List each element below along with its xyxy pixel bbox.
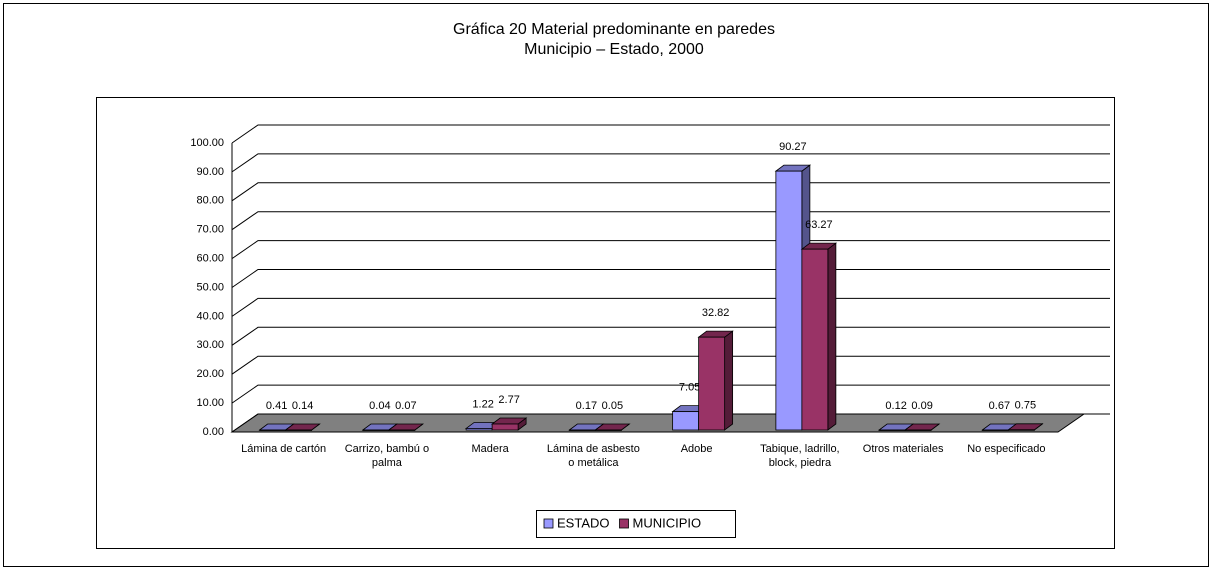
bar bbox=[388, 429, 416, 431]
grid-line bbox=[231, 211, 1110, 231]
bar bbox=[672, 411, 700, 431]
legend-label: ESTADO bbox=[557, 515, 610, 530]
value-label: 7.05 bbox=[679, 382, 700, 394]
x-tick-label: No especificado bbox=[967, 443, 1046, 455]
value-label: 63.27 bbox=[805, 219, 833, 231]
x-tick-label: Tabique, ladrillo, block, piedra bbox=[760, 443, 840, 469]
y-tick-label: 10.00 bbox=[196, 397, 224, 409]
bar bbox=[568, 429, 596, 431]
y-tick-label: 100.00 bbox=[190, 137, 224, 149]
chart-title: Gráfica 20 Material predominante en pare… bbox=[453, 21, 775, 38]
grid-line bbox=[231, 124, 1110, 144]
y-tick-label: 0.00 bbox=[203, 426, 224, 438]
bar-side bbox=[724, 330, 734, 431]
legend-swatch bbox=[543, 518, 554, 529]
value-label: 0.17 bbox=[576, 400, 597, 412]
value-label: 0.14 bbox=[292, 400, 313, 412]
chart-frame bbox=[96, 97, 1115, 549]
y-tick-label: 20.00 bbox=[196, 368, 224, 380]
value-label: 0.67 bbox=[989, 400, 1010, 412]
value-label: 32.82 bbox=[702, 307, 730, 319]
bar bbox=[981, 429, 1009, 431]
value-label: 0.07 bbox=[395, 400, 416, 412]
value-label: 0.04 bbox=[369, 400, 390, 412]
grid-line bbox=[231, 182, 1110, 202]
bar bbox=[698, 336, 726, 431]
value-label: 90.27 bbox=[779, 141, 807, 153]
value-label: 0.12 bbox=[885, 400, 906, 412]
grid-line bbox=[231, 240, 1110, 260]
value-label: 1.22 bbox=[472, 398, 493, 410]
bar bbox=[904, 429, 932, 431]
x-tick-label: Carrizo, bambú o palma bbox=[344, 443, 430, 469]
bar bbox=[594, 429, 622, 431]
bar bbox=[285, 429, 313, 431]
value-label: 0.41 bbox=[266, 400, 287, 412]
bar bbox=[465, 428, 493, 431]
x-tick-label: Lámina de asbesto o metálica bbox=[546, 443, 640, 469]
bar bbox=[362, 429, 390, 431]
floor bbox=[230, 413, 1086, 433]
y-tick-label: 90.00 bbox=[196, 166, 224, 178]
x-tick-label: Lámina de cartón bbox=[241, 443, 327, 455]
y-tick-label: 60.00 bbox=[196, 253, 224, 265]
value-label: 0.05 bbox=[602, 400, 623, 412]
chart-subtitle: Municipio – Estado, 2000 bbox=[524, 41, 704, 58]
value-label: 2.77 bbox=[498, 394, 519, 406]
bar-side bbox=[827, 242, 837, 431]
bar bbox=[259, 429, 287, 431]
bar bbox=[1007, 429, 1035, 431]
legend-label: MUNICIPIO bbox=[633, 515, 702, 530]
bar bbox=[491, 423, 519, 431]
y-tick-label: 40.00 bbox=[196, 310, 224, 322]
bar bbox=[801, 248, 829, 431]
y-tick-label: 80.00 bbox=[196, 195, 224, 207]
x-tick-label: Adobe bbox=[680, 443, 713, 455]
bar bbox=[878, 429, 906, 431]
y-tick-label: 30.00 bbox=[196, 339, 224, 351]
y-tick-label: 70.00 bbox=[196, 224, 224, 236]
y-tick-label: 50.00 bbox=[196, 281, 224, 293]
x-tick-label: Otros materiales bbox=[862, 443, 944, 455]
value-label: 0.75 bbox=[1015, 400, 1036, 412]
bar bbox=[775, 170, 803, 431]
grid-line bbox=[231, 153, 1110, 173]
value-label: 0.09 bbox=[911, 400, 932, 412]
legend-swatch bbox=[619, 518, 629, 529]
outer-frame bbox=[3, 3, 1209, 567]
legend-frame bbox=[536, 510, 736, 538]
x-tick-label: Madera bbox=[471, 443, 509, 455]
